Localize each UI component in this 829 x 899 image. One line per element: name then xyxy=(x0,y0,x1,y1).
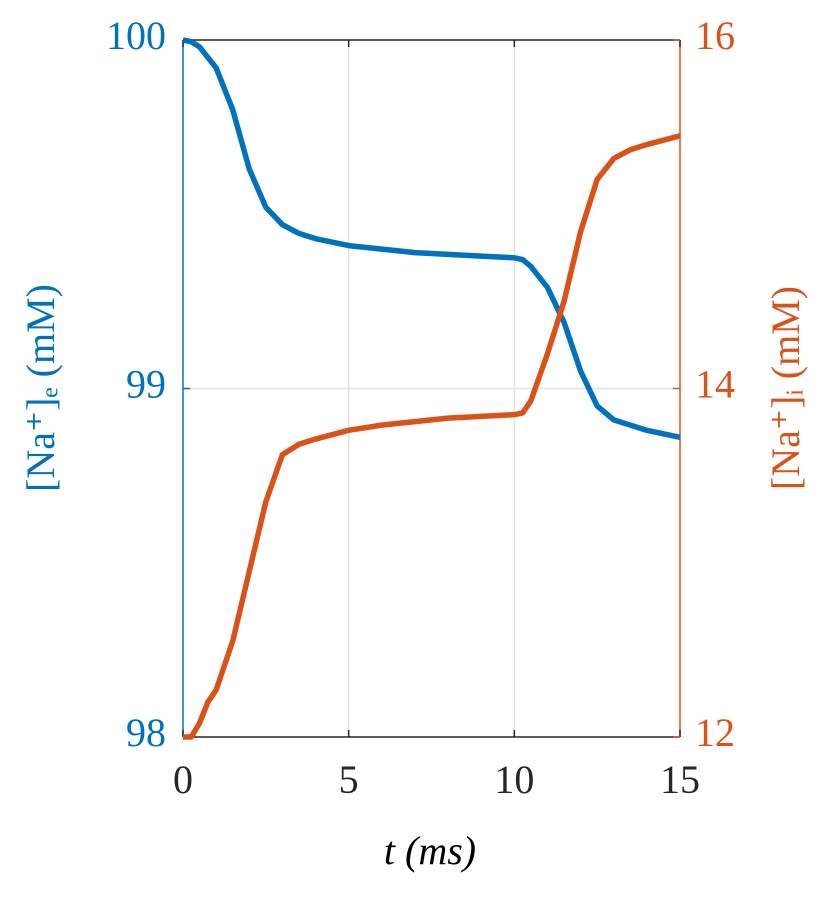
data-line xyxy=(182,37,681,440)
x-tick-label: 5 xyxy=(339,757,359,802)
x-tick-label: 15 xyxy=(660,757,700,802)
y2-tick-label: 12 xyxy=(695,710,735,755)
y-tick-label: 98 xyxy=(126,710,166,755)
x-tick-label: 0 xyxy=(173,757,193,802)
y-axis-label: [Na⁺]ₑ (mM) xyxy=(18,284,63,492)
y2-tick-label: 14 xyxy=(695,362,735,407)
data-line xyxy=(183,133,681,740)
y2-tick-label: 16 xyxy=(695,13,735,58)
y-tick-label: 99 xyxy=(126,362,166,407)
y2-axis-label: [Na⁺]ᵢ (mM) xyxy=(763,286,808,490)
x-axis-label: t (ms) xyxy=(384,828,476,873)
x-tick-label: 10 xyxy=(494,757,534,802)
y-tick-label: 100 xyxy=(106,13,166,58)
